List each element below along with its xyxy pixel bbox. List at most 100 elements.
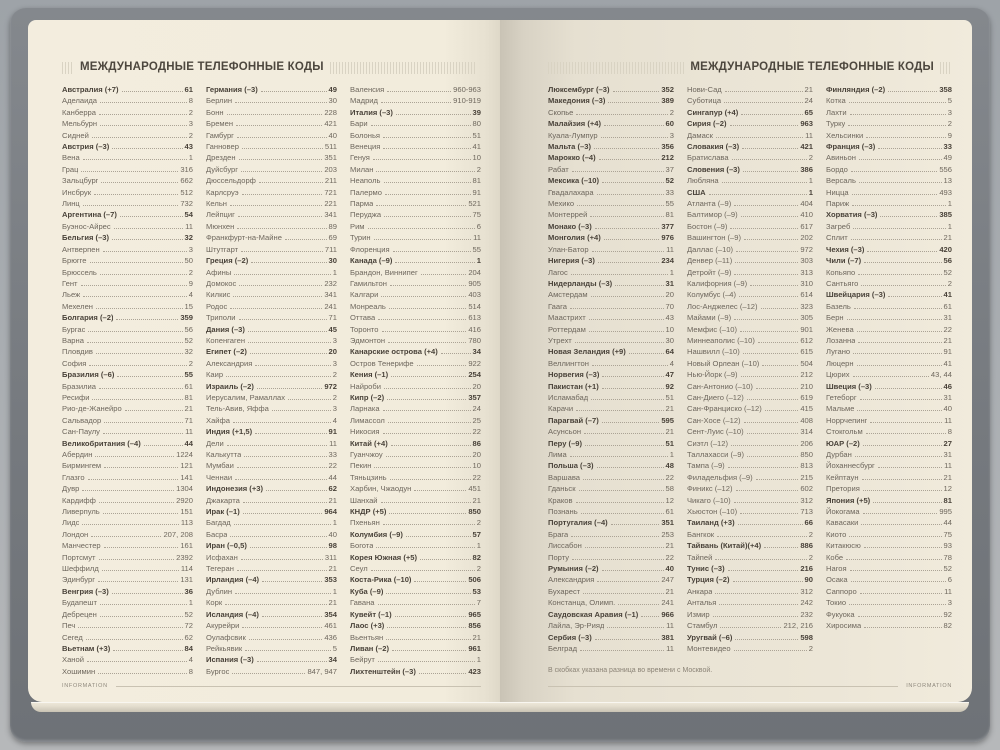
entry-code: 713: [800, 507, 813, 517]
entry-name: Копьяпо: [826, 267, 856, 277]
city-row: Атланта (–9) 404: [687, 198, 813, 209]
entry-code: 1224: [176, 450, 193, 459]
dot-leader: [737, 524, 803, 526]
city-row: Флоренция 55: [350, 244, 481, 255]
city-row: Познань 61: [548, 506, 674, 517]
city-row: Претория 12: [826, 483, 952, 494]
entry-name: Тайвань (Китай)(+4): [687, 541, 762, 551]
dot-leader: [98, 387, 183, 389]
city-row: Гавана 7: [350, 597, 481, 608]
entry-name: Братислава: [687, 153, 729, 163]
dot-leader: [584, 433, 664, 435]
dot-leader: [418, 672, 467, 674]
city-row: Гент 9: [62, 278, 193, 289]
entry-name: Финляндия (–2): [826, 85, 886, 94]
entry-name: Флоренция: [350, 244, 390, 254]
entry-name: Бари: [350, 119, 368, 129]
city-row: Басра 40: [206, 529, 337, 540]
dot-leader: [255, 364, 331, 366]
entry-code: 44: [184, 438, 193, 448]
entry-code: 905: [468, 278, 481, 288]
entry-name: Анкара: [687, 586, 713, 596]
entry-code: 31: [943, 313, 952, 323]
entry-name: Дюссельдорф: [206, 176, 256, 186]
entry-name: Дели: [206, 438, 224, 448]
dot-leader: [858, 341, 942, 343]
entry-code: 131: [180, 575, 193, 585]
dot-leader: [392, 250, 471, 252]
dot-leader: [390, 444, 471, 446]
entry-name: Детройт (–9): [687, 267, 732, 277]
entry-name: Сан-Франциско (–12): [687, 404, 762, 414]
country-row: Канарские острова (+4) 34: [350, 346, 481, 357]
dot-leader: [727, 570, 799, 572]
dot-leader: [858, 182, 942, 184]
city-row: Колумбус (–4) 614: [687, 289, 813, 300]
entry-name: Гамильтон: [350, 278, 387, 288]
entry-code: 353: [324, 575, 337, 585]
entry-code: 351: [324, 153, 337, 163]
entry-code: 886: [800, 541, 813, 551]
dot-leader: [230, 535, 327, 537]
hatch-decoration-icon: [62, 61, 74, 74]
entry-name: Швеция (–3): [826, 381, 872, 391]
dot-leader: [86, 661, 187, 663]
country-row: Люксембург (–3) 352: [548, 84, 674, 95]
entry-code: 11: [329, 438, 337, 448]
dot-leader: [387, 421, 471, 423]
city-row: Богота 1: [350, 540, 481, 551]
city-row: Детройт (–9) 313: [687, 267, 813, 278]
city-row: Калькутта 33: [206, 449, 337, 460]
dot-leader: [594, 638, 660, 640]
city-row: Карлсруэ 721: [206, 187, 337, 198]
entry-code: 662: [180, 176, 193, 186]
dot-leader: [732, 581, 803, 583]
dot-leader: [739, 330, 799, 332]
city-row: Нови-Сад 21: [687, 84, 813, 95]
entry-code: 314: [800, 427, 813, 437]
dot-leader: [238, 159, 323, 161]
entry-code: 221: [324, 199, 337, 209]
entry-code: 24: [804, 96, 813, 106]
entry-code: 323: [800, 301, 813, 311]
city-row: Бордо 556: [826, 164, 952, 175]
entry-name: Лаос (+3): [350, 621, 385, 631]
entry-name: Италия (–3): [350, 107, 393, 117]
entry-name: Базель: [826, 301, 851, 311]
hatch-decoration-icon: [548, 61, 685, 74]
entry-name: Копенгаген: [206, 335, 246, 345]
entry-code: 21: [665, 541, 674, 551]
city-row: Никосия 22: [350, 426, 481, 437]
entry-code: 204: [468, 267, 481, 277]
entry-code: 11: [944, 586, 952, 596]
dot-leader: [853, 353, 942, 355]
entry-code: 7: [476, 598, 481, 608]
entry-code: 69: [328, 233, 337, 243]
entry-name: Исламабад: [548, 392, 589, 402]
notebook-cover: МЕЖДУНАРОДНЫЕ ТЕЛЕФОННЫЕ КОДЫ Австралия …: [10, 8, 990, 742]
entry-name: Фукуока: [826, 609, 855, 619]
entry-code: 55: [472, 244, 481, 254]
entry-code: 27: [943, 438, 952, 448]
entry-code: 3: [332, 358, 337, 368]
entry-name: Ницца: [826, 187, 849, 197]
entry-name: Кельн: [206, 199, 227, 209]
city-row: Дурбан 31: [826, 449, 952, 460]
dot-leader: [859, 398, 942, 400]
dot-leader: [591, 250, 665, 252]
entry-name: Котка: [826, 96, 846, 106]
hatch-decoration-icon: [329, 61, 475, 74]
entry-code: 82: [943, 621, 952, 631]
entry-name: Марокко (–4): [548, 153, 596, 163]
entry-name: Неаполь: [350, 176, 381, 186]
entry-code: 31: [943, 450, 952, 459]
dot-leader: [112, 148, 183, 150]
city-row: Кобе 78: [826, 552, 952, 563]
dot-leader: [849, 570, 942, 572]
entry-code: 253: [661, 529, 674, 539]
entry-code: 11: [473, 233, 481, 243]
entry-name: Лиссабон: [548, 541, 582, 551]
entry-name: Вена: [62, 153, 80, 163]
entry-name: Мемфис (–10): [687, 324, 737, 334]
entry-code: 732: [180, 199, 193, 209]
